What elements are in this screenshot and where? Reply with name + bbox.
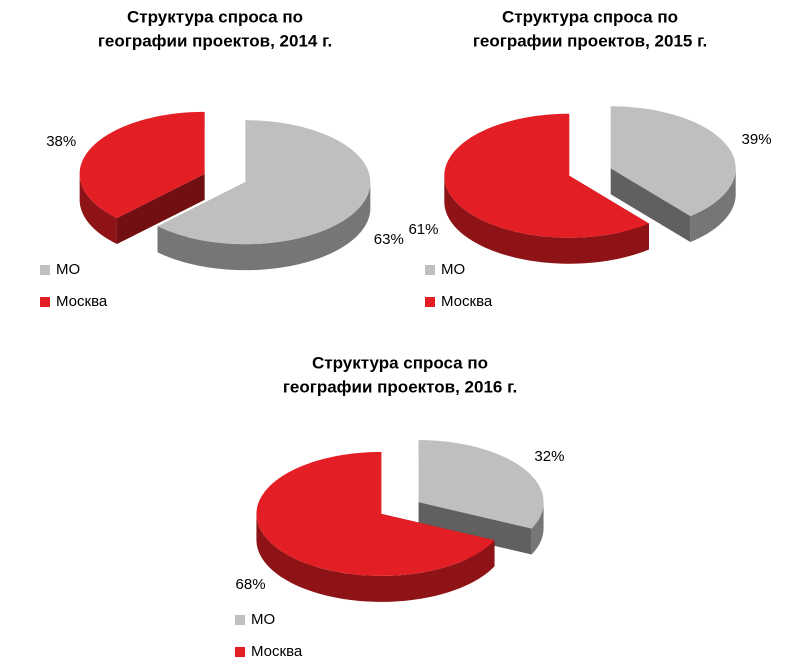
legend-swatch [235,647,245,657]
slice-side [610,168,691,243]
slice-wall [157,182,371,271]
slice-wall [531,502,544,555]
slice-top [79,111,205,219]
slice-top [610,106,736,217]
legend-swatch [40,265,50,275]
chart-title: географии проектов, 2014 г. [98,31,332,50]
pie-slice [79,111,205,245]
legend-label: Москва [251,643,303,660]
pie-slice [256,451,495,602]
legend-swatch [235,615,245,625]
slice-wall [79,173,117,245]
pie-slice [157,120,371,271]
data-label: 63% [374,231,404,248]
slice-top [444,113,649,238]
legend-label: Москва [56,293,108,310]
slice-wall [256,513,495,602]
pie-slice [418,440,544,555]
legend-swatch [40,297,50,307]
legend-swatch [425,265,435,275]
data-label: 61% [408,221,438,238]
slice-top [256,451,495,576]
chart-title: Структура спроса по [127,7,303,26]
slice-top [418,440,544,529]
legend-label: МО [56,261,80,278]
legend-label: Москва [441,293,493,310]
data-label: 32% [534,448,564,465]
slice-side [116,173,205,245]
legend-label: МО [251,611,275,628]
data-label: 68% [236,576,266,593]
chart-title: географии проектов, 2015 г. [473,31,707,50]
slice-side [418,502,532,555]
slice-top [157,120,371,245]
legend-label: МО [441,261,465,278]
chart-title: Структура спроса по [312,353,488,372]
pie-slice [610,106,736,243]
chart-title: Структура спроса по [502,7,678,26]
data-label: 38% [46,133,76,150]
pie-slice [444,113,649,264]
chart-title: географии проектов, 2016 г. [283,377,517,396]
slice-wall [444,175,649,264]
data-label: 39% [742,131,772,148]
legend-swatch [425,297,435,307]
slice-wall [690,168,736,243]
